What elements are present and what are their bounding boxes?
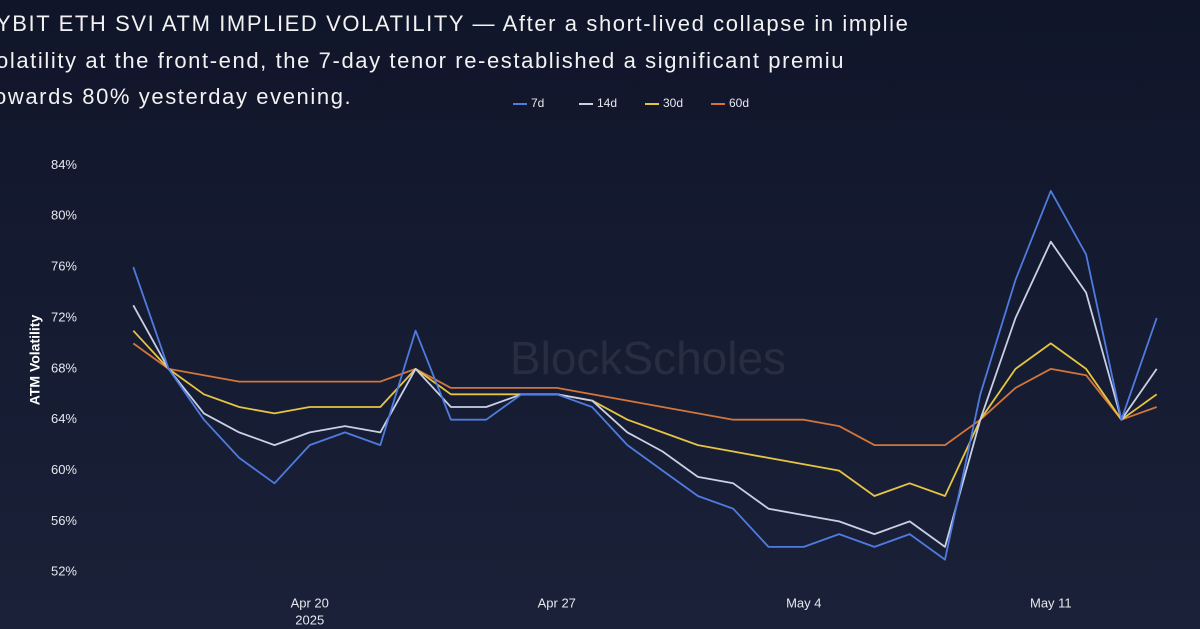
- y-tick-label: 68%: [51, 360, 77, 375]
- watermark: BlockScholes: [510, 332, 786, 384]
- series-line: [132, 330, 1158, 497]
- y-tick-label: 84%: [51, 157, 77, 172]
- legend-label: 30d: [663, 96, 683, 110]
- series-line: [132, 342, 1158, 446]
- y-tick-label: 52%: [51, 564, 77, 579]
- legend-label: 7d: [531, 96, 544, 110]
- series-line: [132, 240, 1158, 548]
- y-tick-label: 72%: [51, 309, 77, 324]
- x-year-label: 2025: [295, 612, 324, 627]
- series-line: [132, 190, 1158, 561]
- x-tick-label: Apr 20: [291, 595, 329, 610]
- title-line: olatility at the front-end, the 7-day te…: [0, 48, 845, 73]
- title-line: owards 80% yesterday evening.: [0, 84, 352, 109]
- legend-label: 60d: [729, 96, 749, 110]
- title-line: YBIT ETH SVI ATM IMPLIED VOLATILITY — Af…: [0, 11, 909, 36]
- y-tick-label: 56%: [51, 513, 77, 528]
- x-tick-label: May 4: [786, 595, 821, 610]
- x-tick-label: Apr 27: [538, 595, 576, 610]
- y-axis-label: ATM Volatility: [27, 315, 43, 406]
- legend-label: 14d: [597, 96, 617, 110]
- y-tick-label: 60%: [51, 462, 77, 477]
- x-tick-label: May 11: [1030, 595, 1072, 610]
- y-tick-label: 64%: [51, 411, 77, 426]
- y-tick-label: 76%: [51, 259, 77, 274]
- y-tick-label: 80%: [51, 208, 77, 223]
